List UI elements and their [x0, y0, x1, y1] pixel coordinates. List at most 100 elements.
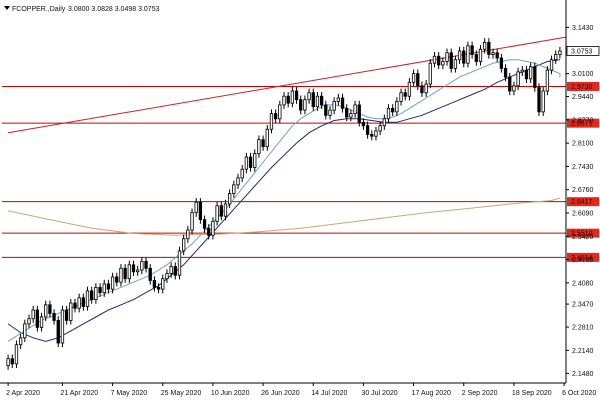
candle-body [56, 320, 60, 344]
candle-body [382, 118, 386, 127]
candle [253, 149, 257, 172]
candle [161, 274, 165, 294]
y-tick-label: 3.1430 [572, 25, 594, 32]
candle [420, 81, 424, 97]
candle-body [261, 139, 265, 148]
candle-body [186, 229, 190, 240]
candle-body [227, 193, 232, 205]
candle [115, 272, 119, 287]
candle [374, 126, 378, 141]
candle [478, 45, 483, 66]
candle-body [140, 260, 144, 271]
candle-body [131, 264, 136, 273]
candle [315, 92, 320, 111]
candle-body [119, 267, 123, 283]
candle [508, 72, 512, 96]
candle [336, 93, 341, 106]
candle-body [453, 59, 458, 69]
candle-body [173, 266, 177, 276]
candle-body [10, 358, 14, 365]
x-tick-label: 30 Jul 2020 [361, 390, 397, 397]
candle-body [81, 297, 85, 307]
moving-averages [7, 59, 561, 342]
candle [31, 305, 35, 323]
candle-body [353, 104, 357, 114]
level-price-label: 2.9730 [571, 84, 593, 91]
x-tick-label: 26 Jun 2020 [261, 390, 300, 397]
candle [549, 55, 554, 75]
candle-body [152, 280, 157, 288]
ohlc-label: 3.0800 3.0828 3.0498 3.0753 [68, 6, 160, 13]
ma-slow-line [7, 197, 561, 236]
candle-body [378, 125, 382, 132]
candle [6, 354, 10, 370]
candle-body [374, 130, 378, 137]
symbol-label: FCOPPER.,Daily [12, 6, 66, 13]
candle-body [424, 83, 428, 94]
candle-body [311, 92, 315, 108]
x-tick-label: 17 Aug 2020 [412, 390, 451, 397]
candle [453, 55, 458, 73]
candle-body [232, 184, 236, 194]
candle [269, 109, 274, 134]
candle [541, 86, 545, 117]
candle-body [156, 287, 161, 290]
candle [60, 305, 65, 348]
candle-body [219, 205, 223, 217]
level-price-label: 2.5510 [571, 231, 593, 238]
candle [428, 59, 432, 89]
candle [407, 78, 412, 101]
x-tick-label: 25 May 2020 [161, 390, 202, 397]
candle-body [349, 113, 353, 118]
candle-body [420, 85, 424, 94]
candle-body [328, 109, 332, 116]
candle [244, 152, 249, 174]
candle [516, 67, 520, 90]
y-tick-label: 2.8770 [572, 117, 594, 124]
candle [98, 283, 102, 297]
candle-body [39, 316, 44, 328]
candle [487, 38, 491, 59]
candle-body [48, 304, 52, 314]
candle-body [508, 76, 512, 92]
candle [470, 41, 474, 59]
x-axis: 2 Apr 2020 21 Apr 2020 7 May 2020 25 May 20… [0, 382, 596, 397]
candle [48, 300, 52, 318]
candles [6, 38, 562, 370]
candle [140, 257, 144, 275]
level-price-label: 2.4814 [571, 255, 593, 262]
candle [73, 298, 77, 313]
candle-body [198, 201, 203, 221]
candle-body [395, 101, 399, 113]
candle [528, 62, 533, 84]
candle [353, 100, 357, 118]
x-tick-label: 6 Oct 2020 [562, 390, 596, 397]
candle [35, 305, 40, 332]
candle [110, 272, 115, 294]
candle [357, 100, 361, 127]
candle [248, 152, 253, 172]
candle-body [6, 358, 10, 367]
level-price-tag [567, 81, 599, 91]
candle-body [85, 290, 90, 307]
level-price-label: 2.8675 [571, 121, 593, 128]
candle-body [432, 55, 437, 64]
candle-body [478, 48, 483, 62]
candle-body [407, 81, 412, 97]
candle-body [403, 92, 407, 97]
candle [169, 262, 173, 278]
candle-body [520, 69, 524, 73]
candle-body [253, 153, 257, 168]
candle-body [462, 50, 466, 64]
candle-body [416, 73, 420, 87]
candle-body [466, 45, 470, 64]
candle-body [223, 203, 228, 217]
candle [328, 105, 332, 120]
triangle-down-icon[interactable] [4, 6, 10, 10]
candle [495, 48, 499, 63]
candle [483, 38, 487, 54]
candle-body [491, 52, 495, 55]
candle-body [545, 69, 550, 92]
